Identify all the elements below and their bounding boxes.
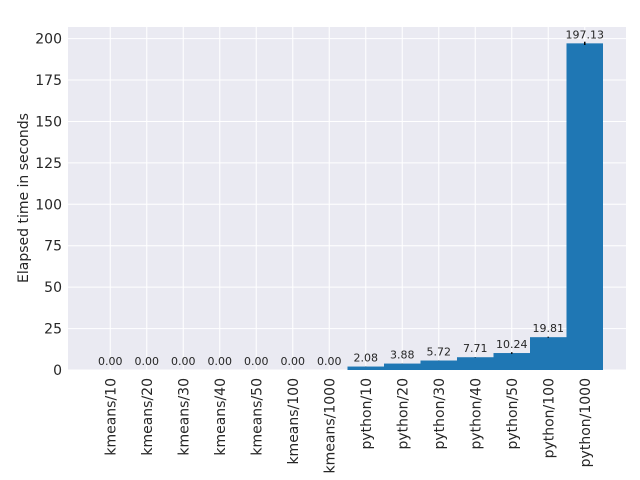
data-label: 0.00 xyxy=(208,355,233,368)
x-tick-label: kmeans/100 xyxy=(286,378,302,465)
data-label: 0.00 xyxy=(135,355,160,368)
x-tick-label: python/100 xyxy=(541,378,557,458)
x-tick-label: python/10 xyxy=(359,378,375,450)
x-tick-label: python/30 xyxy=(432,378,448,450)
x-tick-label: kmeans/50 xyxy=(249,378,265,456)
bar xyxy=(347,366,384,370)
x-tick-label: kmeans/1000 xyxy=(322,378,338,473)
data-label: 19.81 xyxy=(533,322,565,335)
x-tick-label: python/40 xyxy=(468,378,484,450)
bar xyxy=(457,357,494,370)
bar xyxy=(530,337,567,370)
x-tick-label: kmeans/30 xyxy=(176,378,192,456)
data-label: 3.88 xyxy=(390,349,415,362)
data-label: 10.24 xyxy=(496,338,528,351)
y-tick-label: 50 xyxy=(44,280,62,296)
y-tick-label: 125 xyxy=(35,156,62,172)
bars xyxy=(347,43,603,370)
y-tick-label: 200 xyxy=(35,32,62,48)
y-tick-label: 150 xyxy=(35,114,62,130)
y-tick-label: 175 xyxy=(35,73,62,89)
bar xyxy=(493,353,530,370)
y-tick-label: 100 xyxy=(35,197,62,213)
data-label: 0.00 xyxy=(171,355,196,368)
x-tick-label: python/20 xyxy=(395,378,411,450)
y-axis-label: Elapsed time in seconds xyxy=(16,113,32,283)
y-axis-ticks: 0 25 50 75 100 125 150 175 200 xyxy=(35,32,62,379)
data-label: 0.00 xyxy=(317,355,342,368)
data-label: 0.00 xyxy=(98,355,123,368)
data-label: 2.08 xyxy=(354,352,379,365)
data-labels: 0.00 0.00 0.00 0.00 0.00 0.00 0.00 2.08 3.88 5.72… xyxy=(98,28,604,368)
data-label: 0.00 xyxy=(244,355,269,368)
data-label: 5.72 xyxy=(427,346,452,359)
bar xyxy=(566,43,603,370)
x-tick-label: python/1000 xyxy=(578,378,594,467)
y-tick-label: 0 xyxy=(53,363,62,379)
x-tick-label: python/50 xyxy=(505,378,521,450)
y-tick-label: 75 xyxy=(44,239,62,255)
plot-background xyxy=(68,27,626,370)
bar xyxy=(384,363,421,370)
x-tick-label: kmeans/20 xyxy=(140,378,156,456)
bar xyxy=(420,360,457,370)
error-bars xyxy=(365,41,586,367)
x-tick-label: kmeans/10 xyxy=(103,378,119,456)
x-tick-label: kmeans/40 xyxy=(213,378,229,456)
y-tick-label: 25 xyxy=(44,322,62,338)
data-label: 7.71 xyxy=(463,342,488,355)
data-label: 197.13 xyxy=(566,28,605,41)
x-axis-ticks: kmeans/10 kmeans/20 kmeans/30 kmeans/40 kmea… xyxy=(103,378,594,473)
data-label: 0.00 xyxy=(281,355,306,368)
